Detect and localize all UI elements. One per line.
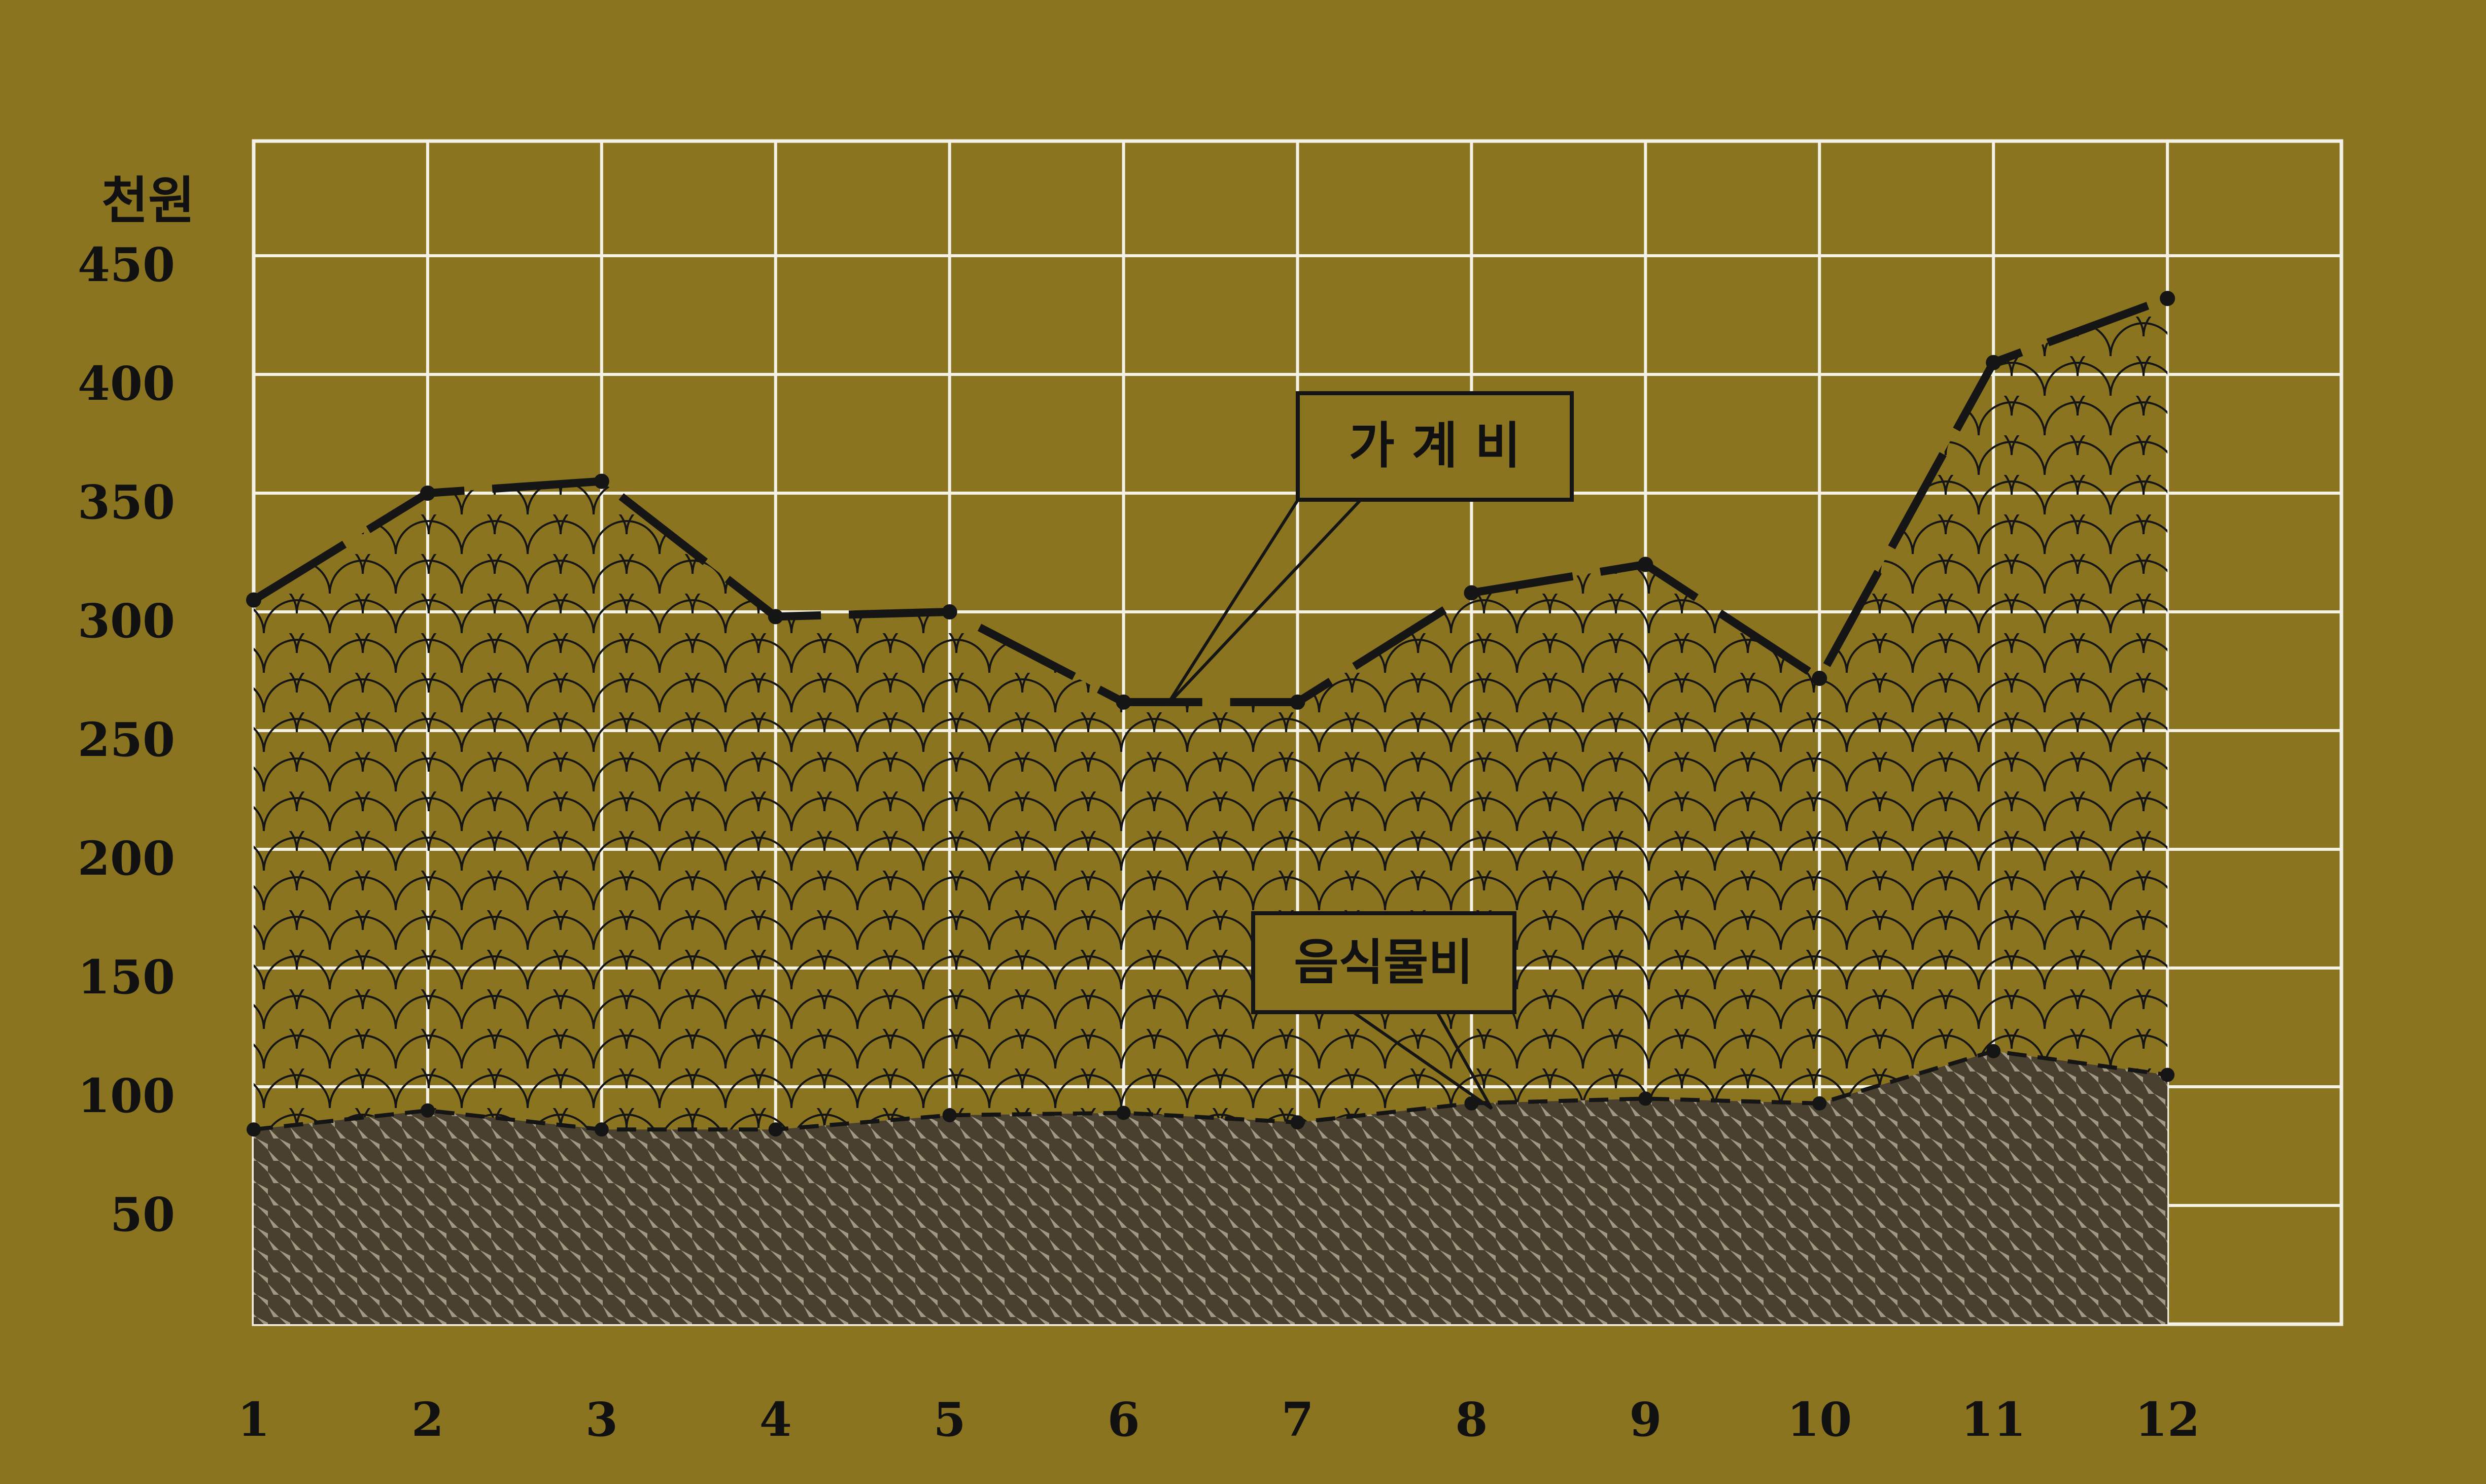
household-expense-point — [1986, 355, 2001, 370]
x-tick-label: 8 — [1455, 1392, 1488, 1447]
household-expense-point — [1290, 694, 1305, 710]
y-unit-label: 천원 — [101, 170, 195, 230]
household-expense-line — [251, 294, 2169, 706]
x-tick-label: 5 — [934, 1392, 966, 1447]
x-tick-label: 2 — [411, 1392, 444, 1447]
household-expense-point — [2160, 291, 2176, 306]
callout-household-expense-label: 가 계 비 — [1349, 417, 1521, 475]
household-expense-point — [1464, 585, 1479, 601]
food-expense-point — [1986, 1044, 2001, 1058]
y-tick-label: 50 — [110, 1187, 175, 1242]
food-expense-point — [420, 1103, 435, 1118]
household-expense-point — [942, 604, 957, 619]
y-tick-label: 300 — [78, 594, 175, 648]
food-expense-point — [247, 1122, 261, 1137]
y-tick-label: 350 — [78, 475, 175, 530]
food-expense-line — [253, 1049, 2168, 1132]
household-expense-point — [768, 609, 783, 625]
household-expense-area — [254, 298, 2168, 1130]
x-tick-label: 1 — [237, 1392, 270, 1447]
household-expense-point — [1812, 671, 1827, 686]
series-callouts: 가 계 비 음식물비 — [1165, 391, 1574, 1110]
food-expense-point — [594, 1122, 609, 1137]
x-tick-label: 3 — [585, 1392, 618, 1447]
household-expense-point — [420, 486, 435, 501]
food-expense-point — [1638, 1091, 1653, 1106]
household-expense-point — [594, 473, 609, 489]
food-expense-point — [1290, 1115, 1305, 1130]
household-expense-point — [1638, 557, 1653, 572]
x-tick-label: 7 — [1281, 1392, 1314, 1447]
callout-food-expense: 음식물비 — [1251, 911, 1516, 1110]
x-tick-label: 4 — [759, 1392, 792, 1447]
y-tick-label: 150 — [78, 950, 175, 1005]
food-expense-point — [768, 1122, 783, 1137]
y-tick-label: 200 — [78, 831, 175, 886]
x-tick-label: 11 — [1961, 1392, 2026, 1447]
x-tick-label: 10 — [1787, 1392, 1852, 1447]
food-expense-point — [1812, 1096, 1827, 1111]
x-tick-label: 6 — [1108, 1392, 1140, 1447]
food-expense-point — [1116, 1106, 1131, 1120]
callout-household-expense: 가 계 비 — [1165, 391, 1574, 707]
household-expense-point — [246, 592, 261, 608]
x-tick-label: 9 — [1629, 1392, 1662, 1447]
series-lines — [246, 291, 2176, 1137]
household-expense-point — [1116, 694, 1131, 710]
food-expense-point — [1464, 1096, 1479, 1111]
y-tick-label: 100 — [78, 1068, 175, 1123]
x-tick-label: 12 — [2135, 1392, 2200, 1447]
food-expense-area — [254, 1051, 2168, 1324]
callout-food-expense-label: 음식물비 — [1294, 934, 1473, 991]
y-tick-label: 450 — [78, 237, 175, 292]
series-areas — [254, 298, 2168, 1324]
y-tick-label: 400 — [78, 356, 175, 411]
food-expense-point — [942, 1108, 957, 1123]
y-tick-label: 250 — [78, 712, 175, 767]
food-expense-point — [2160, 1067, 2175, 1082]
